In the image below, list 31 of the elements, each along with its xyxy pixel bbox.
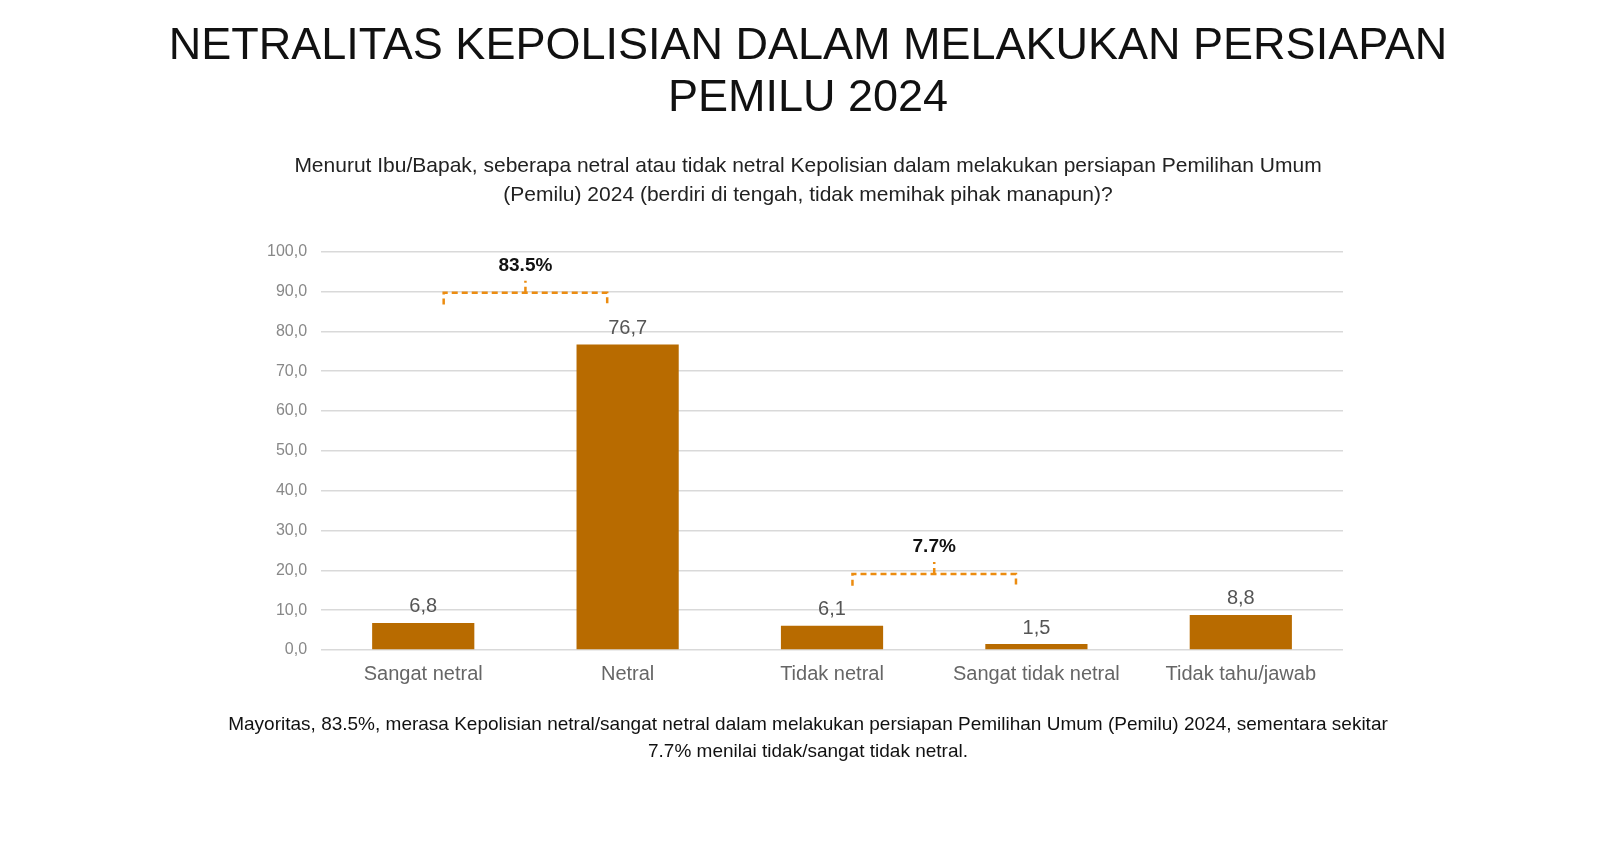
annotation: 7.7% bbox=[912, 534, 956, 556]
y-tick-label: 20,0 bbox=[275, 560, 308, 578]
y-tick-label: 70,0 bbox=[275, 361, 308, 379]
x-tick-label: Sangat tidak netral bbox=[953, 661, 1120, 684]
bar bbox=[576, 344, 679, 650]
y-tick-label: 80,0 bbox=[275, 321, 308, 339]
x-tick-label: Sangat netral bbox=[363, 661, 483, 684]
text: Mayoritas, 83.5%, merasa Kepolisian netral/sangat netral dalam melakukan persiapan Pemilihan Umum (Pemilu) 2024, sementara sekitar 7.7% menilai tidak/sangat tidak netral. bbox=[227, 712, 1389, 763]
y-tick-label: 0,0 bbox=[284, 640, 308, 658]
chart-subtitle: Menurut Ibu/Bapak, seberapa netral atau tidak netral Kepolisian dalam melakukan persiapan Pemilihan Umum (Pemilu) 2024 (berdiri di tengah, tidak memihak pihak manapun)? bbox=[293, 152, 1323, 207]
annotation: 83.5% bbox=[498, 253, 553, 275]
data-label: 1,5 bbox=[1022, 615, 1051, 638]
x-tick-label: Tidak tahu/jawab bbox=[1165, 661, 1317, 684]
y-tick-label: 30,0 bbox=[275, 520, 308, 538]
bar bbox=[985, 644, 1088, 650]
bar bbox=[1189, 614, 1292, 650]
x-tick-label: Tidak netral bbox=[780, 661, 884, 684]
y-tick-label: 90,0 bbox=[275, 281, 308, 299]
bar bbox=[372, 622, 475, 650]
y-tick-label: 40,0 bbox=[275, 481, 308, 499]
y-tick-label: 50,0 bbox=[275, 441, 308, 459]
bar bbox=[780, 625, 884, 650]
data-label: 8,8 bbox=[1226, 586, 1255, 609]
chart-title: NETRALITAS KEPOLISIAN DALAM MELAKUKAN PERSIAPAN PEMILU 2024 bbox=[167, 18, 1449, 122]
data-label: 76,7 bbox=[608, 315, 648, 338]
data-label: 6,1 bbox=[818, 597, 846, 620]
y-tick-label: 60,0 bbox=[275, 401, 308, 419]
y-tick-label: 10,0 bbox=[275, 600, 308, 618]
data-label: 6,8 bbox=[409, 594, 438, 617]
y-tick-label: 100,0 bbox=[266, 242, 308, 260]
x-tick-label: Netral bbox=[600, 661, 655, 684]
